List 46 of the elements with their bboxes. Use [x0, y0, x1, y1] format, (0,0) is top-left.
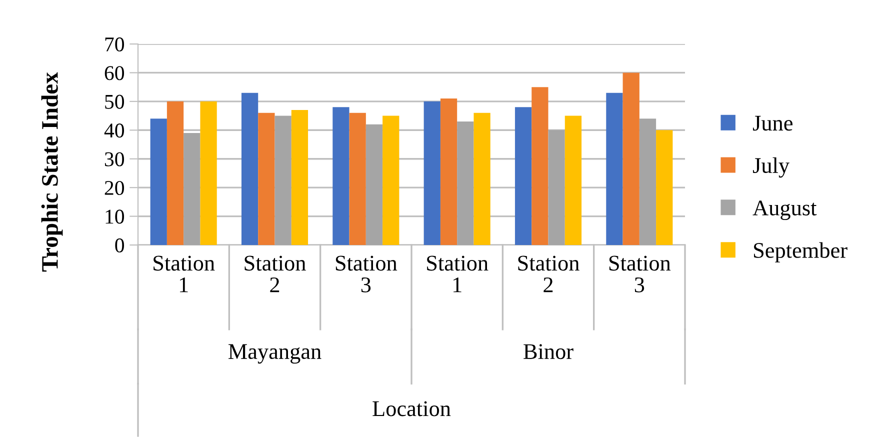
legend-label: July — [752, 157, 790, 178]
bar — [440, 98, 458, 245]
y-tick-label: 10 — [106, 210, 124, 224]
bar — [349, 112, 366, 245]
bar — [532, 87, 548, 245]
text: Mayangan — [228, 344, 322, 364]
x-tick-label: Station 2 — [518, 256, 580, 292]
bar — [366, 124, 383, 245]
bar — [548, 130, 565, 245]
bar — [166, 101, 184, 245]
x-tick-label: Station 3 — [336, 256, 398, 292]
bar — [382, 116, 400, 245]
bar — [258, 112, 275, 245]
y-tick-label: 20 — [104, 180, 124, 196]
bar — [150, 118, 167, 245]
bar — [424, 101, 440, 245]
bar — [332, 107, 350, 245]
x-axis-title: Location — [372, 401, 451, 416]
y-tick-label: 0 — [115, 238, 124, 252]
y-tick-label: 40 — [104, 124, 124, 138]
bar — [241, 92, 258, 245]
bar — [606, 92, 623, 245]
y-axis-title: Trophic State Index — [41, 72, 63, 272]
bar — [474, 112, 490, 245]
x-tick-label: Station 2 — [244, 256, 306, 292]
x-tick-label: Station 1 — [154, 256, 215, 292]
bar — [622, 72, 640, 245]
text: Binor — [524, 344, 574, 360]
legend-label: August — [752, 200, 817, 220]
x-tick-label: Station 3 — [609, 256, 671, 292]
bar — [274, 116, 292, 245]
y-tick-label: 50 — [105, 94, 124, 109]
bar — [656, 130, 673, 245]
bar — [639, 118, 656, 245]
bar — [291, 110, 308, 245]
bar — [184, 133, 200, 245]
bar — [514, 107, 532, 245]
legend-label: June — [752, 116, 792, 131]
bar — [564, 116, 582, 245]
x-tick-label: Station 1 — [427, 256, 488, 292]
y-tick-label: 30 — [104, 152, 124, 166]
bar — [457, 122, 474, 245]
y-tick-label: 60 — [104, 66, 124, 80]
bar — [200, 101, 217, 245]
legend-label: September — [754, 242, 848, 262]
y-tick-label: 70 — [105, 37, 124, 52]
